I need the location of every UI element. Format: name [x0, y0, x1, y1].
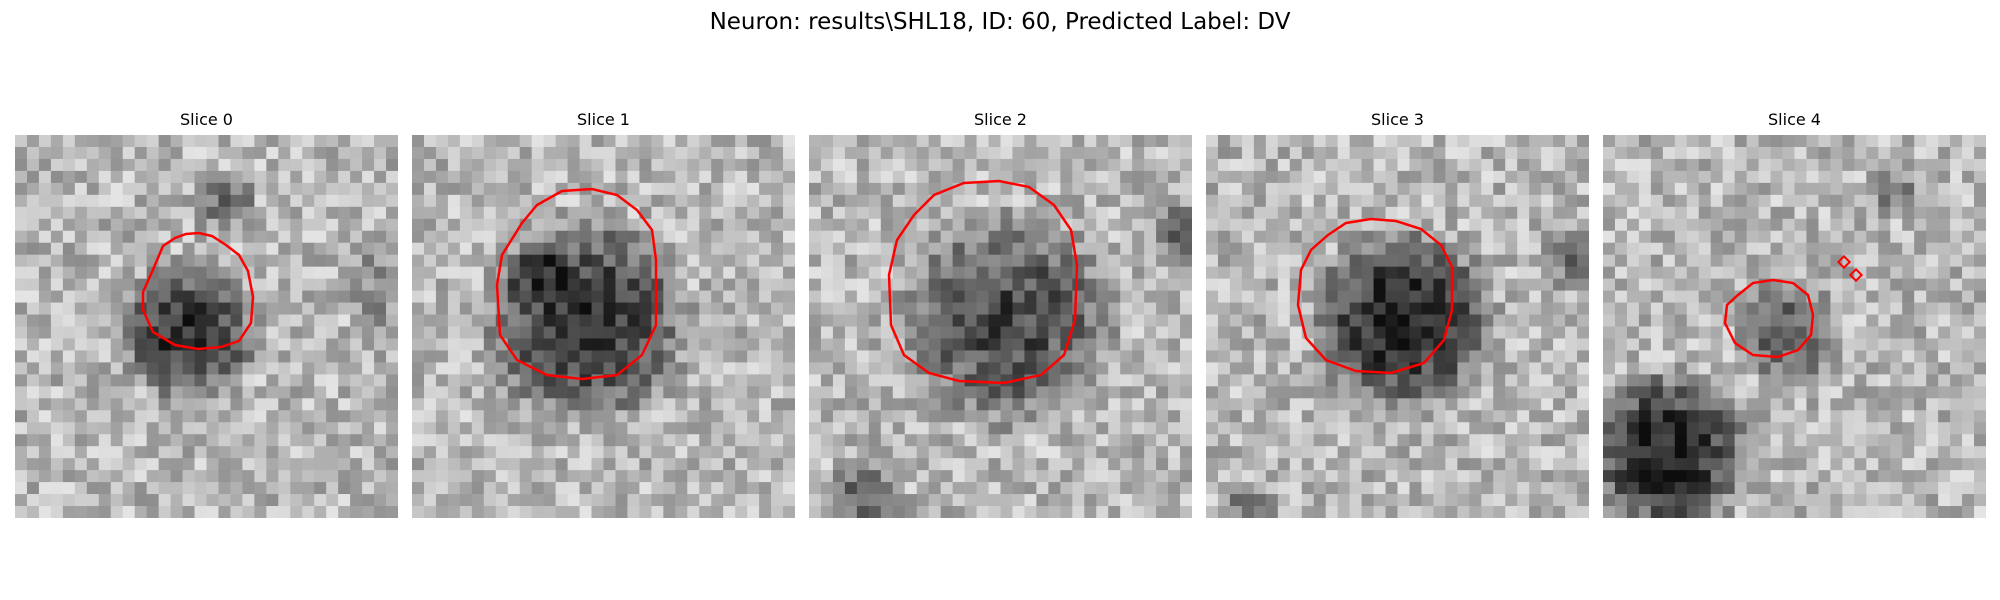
slice-image	[412, 135, 795, 518]
slice-image	[1603, 135, 1986, 518]
slice-image	[15, 135, 398, 518]
slice-panel-3: Slice 3	[1206, 108, 1589, 518]
slice-image	[1206, 135, 1589, 518]
slice-panel-1: Slice 1	[412, 108, 795, 518]
slice-panel-title: Slice 4	[1768, 110, 1821, 129]
slice-panel-title: Slice 1	[577, 110, 630, 129]
grayscale-pixel-grid	[1206, 135, 1589, 518]
slice-image	[809, 135, 1192, 518]
grayscale-pixel-grid	[15, 135, 398, 518]
slice-panel-4: Slice 4	[1603, 108, 1986, 518]
slice-panel-title: Slice 0	[180, 110, 233, 129]
segmentation-contour	[495, 187, 658, 381]
grayscale-pixel-grid	[412, 135, 795, 518]
segmentation-contour	[1723, 254, 1864, 359]
grayscale-pixel-grid	[809, 135, 1192, 518]
slice-panel-title: Slice 2	[974, 110, 1027, 129]
figure-title: Neuron: results\SHL18, ID: 60, Predicted…	[709, 9, 1291, 35]
grayscale-pixel-grid	[1603, 135, 1986, 518]
segmentation-contour	[141, 231, 255, 351]
slice-panel-title: Slice 3	[1371, 110, 1424, 129]
slice-panel-0: Slice 0	[15, 108, 398, 518]
slice-panel-2: Slice 2	[809, 108, 1192, 518]
segmentation-contour	[887, 179, 1079, 385]
segmentation-contour	[1296, 217, 1454, 375]
